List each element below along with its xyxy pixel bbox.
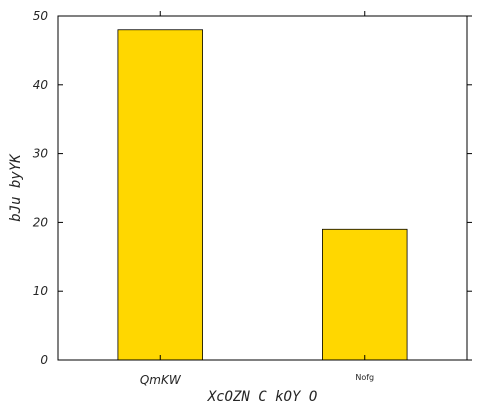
plot-frame — [57, 15, 468, 361]
y-tick-label: 50 — [33, 9, 49, 23]
x-tick-label: Nofg — [355, 373, 374, 382]
y-tick-label: 0 — [40, 353, 48, 367]
bar-qmkw — [117, 29, 203, 361]
x-tick-label: QmKW — [140, 373, 182, 387]
bars — [117, 29, 408, 361]
y-tick-label: 40 — [33, 78, 49, 92]
x-axis-label: XcOZN C kOY O — [207, 389, 318, 405]
bar-nofg — [322, 228, 408, 361]
y-axis-label: bJu byYK — [8, 153, 24, 222]
y-tick-label: 30 — [33, 147, 49, 161]
y-tick-label: 10 — [33, 284, 49, 298]
y-tick-label: 20 — [33, 215, 49, 229]
tick-labels: QmKW Nofg 0 10 20 30 40 50 — [33, 9, 374, 387]
